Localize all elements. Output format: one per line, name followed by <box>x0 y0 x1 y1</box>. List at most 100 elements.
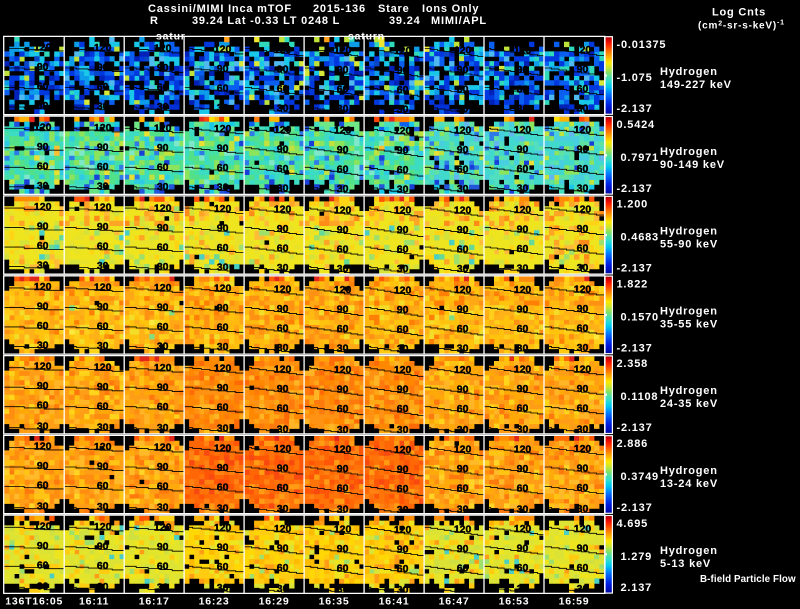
svg-text:30: 30 <box>337 504 349 516</box>
svg-text:120: 120 <box>154 282 172 294</box>
svg-text:90: 90 <box>97 540 109 552</box>
svg-text:120: 120 <box>34 201 52 213</box>
svg-text:60: 60 <box>397 84 409 96</box>
svg-text:90: 90 <box>97 141 109 153</box>
svg-text:30: 30 <box>217 182 229 194</box>
svg-text:60: 60 <box>517 482 529 494</box>
svg-text:60: 60 <box>277 402 289 414</box>
svg-text:120: 120 <box>94 42 112 54</box>
svg-text:120: 120 <box>574 363 592 375</box>
svg-text:30: 30 <box>517 342 529 354</box>
svg-text:90: 90 <box>517 144 529 156</box>
svg-text:90: 90 <box>337 463 349 475</box>
svg-text:90: 90 <box>97 301 109 313</box>
svg-text:39.24: 39.24 <box>389 15 421 27</box>
svg-text:60: 60 <box>337 483 349 495</box>
svg-text:1.279: 1.279 <box>621 551 653 563</box>
svg-text:30: 30 <box>457 103 469 115</box>
svg-text:16:59: 16:59 <box>559 596 590 608</box>
svg-text:120: 120 <box>334 204 352 216</box>
svg-text:120: 120 <box>334 45 352 57</box>
svg-text:120: 120 <box>214 363 232 375</box>
svg-text:120: 120 <box>394 205 412 217</box>
svg-text:60: 60 <box>277 562 289 574</box>
svg-text:30: 30 <box>577 103 589 115</box>
svg-text:satur: satur <box>156 31 186 43</box>
svg-text:30: 30 <box>397 263 409 275</box>
svg-text:60: 60 <box>157 162 169 174</box>
svg-text:60: 60 <box>97 161 109 173</box>
svg-text:60: 60 <box>457 323 469 335</box>
svg-text:60: 60 <box>37 400 49 412</box>
svg-text:24-35 keV: 24-35 keV <box>660 398 718 410</box>
svg-text:60: 60 <box>517 323 529 335</box>
svg-text:30: 30 <box>157 422 169 434</box>
svg-text:120: 120 <box>334 364 352 376</box>
svg-text:120: 120 <box>454 284 472 296</box>
svg-text:16:11: 16:11 <box>79 596 109 608</box>
svg-text:60: 60 <box>277 83 289 95</box>
svg-text:90: 90 <box>397 65 409 77</box>
svg-text:60: 60 <box>97 321 109 333</box>
svg-text:120: 120 <box>514 443 532 455</box>
svg-text:30: 30 <box>517 183 529 195</box>
svg-text:90: 90 <box>97 62 109 74</box>
svg-text:90: 90 <box>517 463 529 475</box>
svg-text:30: 30 <box>457 343 469 355</box>
svg-text:90: 90 <box>37 380 49 392</box>
svg-text:120: 120 <box>394 444 412 456</box>
svg-text:Stare: Stare <box>378 3 410 15</box>
svg-text:120: 120 <box>274 284 292 296</box>
svg-text:30: 30 <box>337 263 349 275</box>
svg-text:60: 60 <box>37 240 49 252</box>
svg-text:60: 60 <box>517 403 529 415</box>
svg-text:90: 90 <box>277 542 289 554</box>
svg-text:90: 90 <box>217 542 229 554</box>
svg-text:60: 60 <box>397 164 409 176</box>
svg-text:60: 60 <box>157 321 169 333</box>
svg-text:60: 60 <box>37 559 49 571</box>
svg-text:120: 120 <box>154 442 172 454</box>
svg-text:120: 120 <box>154 522 172 534</box>
svg-text:90: 90 <box>397 304 409 316</box>
svg-text:120: 120 <box>394 125 412 137</box>
svg-text:90: 90 <box>97 461 109 473</box>
svg-text:60: 60 <box>457 243 469 255</box>
svg-text:90: 90 <box>37 460 49 472</box>
svg-text:90: 90 <box>577 383 589 395</box>
svg-text:2015-136: 2015-136 <box>313 3 366 15</box>
svg-text:90: 90 <box>277 143 289 155</box>
svg-text:120: 120 <box>394 45 412 57</box>
svg-text:90: 90 <box>37 300 49 312</box>
svg-text:90: 90 <box>97 221 109 233</box>
svg-text:120: 120 <box>514 284 532 296</box>
svg-text:60: 60 <box>457 563 469 575</box>
svg-text:90: 90 <box>517 383 529 395</box>
svg-text:60: 60 <box>577 163 589 175</box>
svg-text:60: 60 <box>517 243 529 255</box>
svg-text:30: 30 <box>277 262 289 274</box>
svg-text:30: 30 <box>37 501 49 513</box>
svg-text:90-149 keV: 90-149 keV <box>660 159 725 171</box>
svg-text:60: 60 <box>457 164 469 176</box>
svg-text:60: 60 <box>157 481 169 493</box>
svg-text:60: 60 <box>397 403 409 415</box>
svg-text:120: 120 <box>274 124 292 136</box>
svg-text:60: 60 <box>97 241 109 253</box>
svg-text:90: 90 <box>577 463 589 475</box>
svg-text:136T16:05: 136T16:05 <box>5 596 63 608</box>
svg-text:0.3749: 0.3749 <box>621 471 659 483</box>
svg-text:60: 60 <box>577 562 589 574</box>
svg-text:60: 60 <box>217 162 229 174</box>
svg-text:90: 90 <box>457 224 469 236</box>
svg-text:-2.137: -2.137 <box>617 103 653 115</box>
svg-text:30: 30 <box>157 181 169 193</box>
svg-text:60: 60 <box>37 160 49 172</box>
svg-text:0.4683: 0.4683 <box>621 232 659 244</box>
svg-text:Log Cnts: Log Cnts <box>712 7 766 19</box>
svg-text:120: 120 <box>334 125 352 137</box>
svg-text:5-13 keV: 5-13 keV <box>660 558 711 570</box>
svg-text:30: 30 <box>517 103 529 115</box>
svg-text:60: 60 <box>97 480 109 492</box>
svg-text:90: 90 <box>457 543 469 555</box>
